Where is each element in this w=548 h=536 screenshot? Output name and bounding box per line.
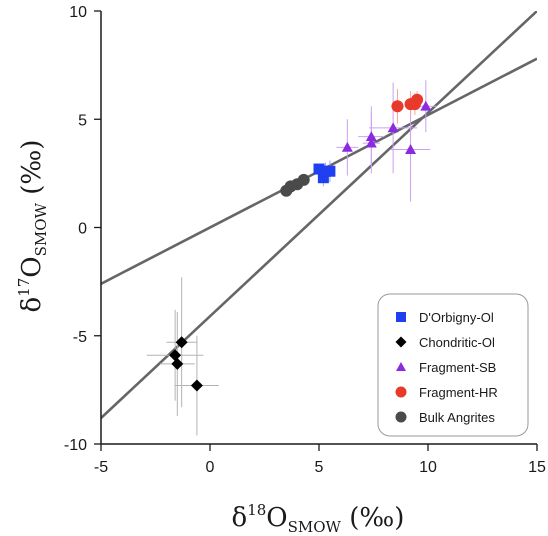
point-chondritic-ol [190, 379, 203, 392]
point-d-orbigny-ol [317, 172, 329, 184]
point-fragment-sb [365, 131, 377, 141]
y-axis-title: δ17OSMOW (‰) [15, 140, 50, 313]
point-fragment-sb [341, 141, 353, 152]
legend: D'Orbigny-Ol Chondritic-Ol Fragment-SB Frag… [377, 293, 529, 437]
point-chondritic-ol [175, 336, 188, 349]
x-axis-title-sup: 18 [247, 501, 266, 519]
legend-box [377, 293, 529, 437]
x-tick-label: 0 [206, 459, 215, 476]
x-tick-label: 5 [315, 459, 324, 476]
legend-marker-d-orbigny-ol [396, 312, 406, 322]
x-axis-title-unit: (‰) [341, 503, 404, 533]
x-axis-title: δ18OSMOW (‰) [232, 501, 405, 536]
legend-items: D'Orbigny-Ol Chondritic-Ol Fragment-SB Frag… [395, 310, 498, 425]
x-tick-label: 10 [419, 459, 437, 476]
x-tick-label: 15 [528, 459, 546, 476]
point-chondritic-ol [169, 349, 182, 362]
legend-label-fragment-sb: Fragment-SB [419, 360, 496, 375]
y-tick-label: -5 [73, 329, 87, 346]
point-bulk-angrites [297, 173, 310, 186]
axes [94, 10, 538, 451]
point-fragment-sb [405, 144, 417, 154]
data-points [169, 93, 432, 392]
point-d-orbigny-ol [313, 163, 325, 175]
y-tick-label: 5 [78, 112, 87, 129]
point-d-orbigny-ol [324, 165, 336, 177]
y-axis-title-sub: SMOW [32, 202, 50, 256]
legend-label-d-orbigny-ol: D'Orbigny-Ol [419, 310, 494, 325]
legend-label-fragment-hr: Fragment-HR [419, 385, 498, 400]
y-axis-title-sup: 17 [15, 278, 33, 297]
legend-marker-bulk-angrites [395, 411, 407, 423]
legend-label-chondritic-ol: Chondritic-Ol [419, 335, 495, 350]
point-fragment-hr [411, 93, 424, 106]
x-axis-title-prefix: δ [232, 503, 248, 533]
tick-labels: -5 0 5 10 15 -10 -5 0 5 10 [64, 4, 546, 476]
y-axis-title-unit: (‰) [17, 140, 47, 203]
y-tick-label: 0 [78, 221, 87, 238]
x-axis-title-main: O [266, 503, 287, 533]
point-fragment-sb [420, 100, 432, 111]
legend-label-bulk-angrites: Bulk Angrites [419, 410, 495, 425]
point-chondritic-ol [171, 357, 184, 370]
y-axis-title-main: O [17, 256, 47, 277]
legend-marker-fragment-sb [396, 362, 406, 371]
point-fragment-sb [387, 122, 399, 133]
x-tick-label: -5 [94, 459, 108, 476]
y-tick-label: -10 [64, 437, 87, 454]
legend-marker-fragment-hr [395, 386, 407, 398]
legend-marker-chondritic-ol [395, 336, 407, 348]
y-axis-title-prefix: δ [17, 297, 47, 313]
point-fragment-sb [365, 137, 377, 148]
x-axis-title-sub: SMOW [288, 518, 342, 536]
point-fragment-hr [391, 100, 404, 113]
y-tick-label: 10 [69, 4, 87, 21]
reference-line-1 [101, 11, 537, 419]
